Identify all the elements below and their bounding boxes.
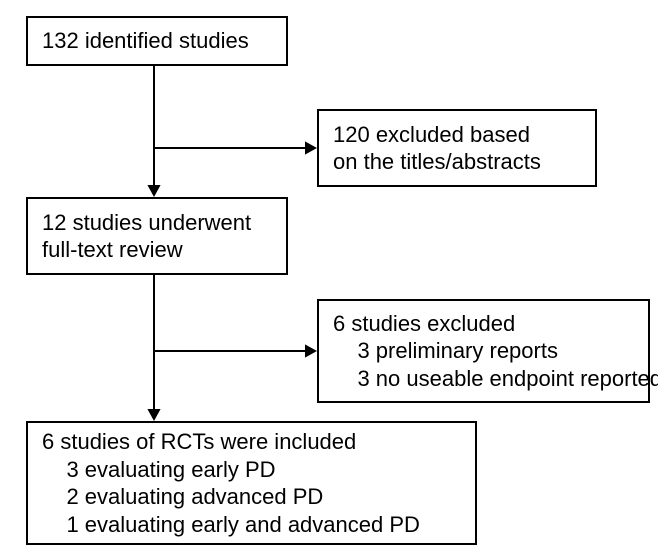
flowchart-node-n1-line-0: 132 identified studies: [42, 27, 272, 55]
flowchart-node-n5: 6 studies of RCTs were included 3 evalua…: [26, 421, 477, 545]
flowchart-node-n3-line-1: full-text review: [42, 236, 272, 264]
flowchart-node-n3: 12 studies underwentfull-text review: [26, 197, 288, 275]
flowchart-canvas: 132 identified studies 120 excluded based…: [0, 0, 658, 549]
flowchart-node-n3-line-0: 12 studies underwent: [42, 209, 272, 237]
flowchart-node-n5-line-0: 6 studies of RCTs were included: [42, 428, 461, 456]
flowchart-node-n5-line-2: 2 evaluating advanced PD: [42, 483, 461, 511]
flowchart-node-n2-line-1: on the titles/abstracts: [333, 148, 581, 176]
flowchart-node-n4-line-1: 3 preliminary reports: [333, 337, 634, 365]
flowchart-node-n4-line-0: 6 studies excluded: [333, 310, 634, 338]
flowchart-node-n4: 6 studies excluded 3 preliminary reports…: [317, 299, 650, 403]
flowchart-node-n1: 132 identified studies: [26, 16, 288, 66]
flowchart-node-n5-line-3: 1 evaluating early and advanced PD: [42, 511, 461, 539]
flowchart-node-n5-line-1: 3 evaluating early PD: [42, 456, 461, 484]
flowchart-node-n2: 120 excluded basedon the titles/abstract…: [317, 109, 597, 187]
flowchart-node-n4-line-2: 3 no useable endpoint reported: [333, 365, 634, 393]
flowchart-node-n2-line-0: 120 excluded based: [333, 121, 581, 149]
